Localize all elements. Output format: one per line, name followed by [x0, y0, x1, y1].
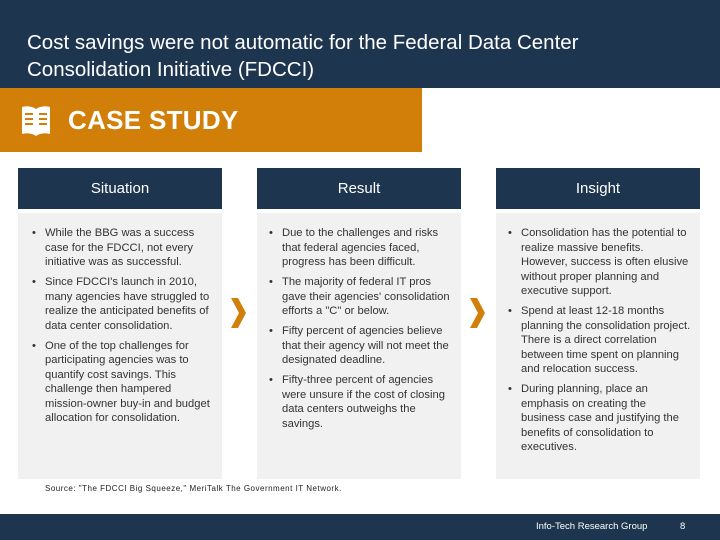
list-item: The majority of federal IT pros gave the… — [269, 275, 455, 319]
case-study-label: CASE STUDY — [68, 105, 239, 135]
situation-header: Situation — [18, 168, 222, 209]
footer-organization: Info-Tech Research Group — [536, 521, 648, 532]
chevron-right-icon — [470, 298, 485, 328]
slide-title: Cost savings were not automatic for the … — [27, 31, 579, 81]
source-note: Source: "The FDCCI Big Squeeze," MeriTal… — [45, 484, 342, 493]
chevron-right-icon — [231, 298, 246, 328]
insight-list: Consolidation has the potential to reali… — [508, 226, 692, 460]
situation-heading: Situation — [90, 180, 150, 197]
result-heading: Result — [337, 180, 381, 197]
situation-list: While the BBG was a success case for the… — [32, 226, 216, 431]
list-item: Spend at least 12-18 months planning the… — [508, 304, 692, 377]
list-item: Consolidation has the potential to reali… — [508, 226, 692, 299]
list-item: Fifty-three percent of agencies were uns… — [269, 373, 455, 431]
list-item: Due to the challenges and risks that fed… — [269, 226, 455, 270]
list-item: During planning, place an emphasis on cr… — [508, 382, 692, 455]
book-icon — [22, 106, 50, 136]
case-study-banner — [0, 88, 422, 152]
list-item: One of the top challenges for participat… — [32, 339, 216, 426]
title-bar: Cost savings were not automatic for the … — [0, 0, 720, 88]
result-header: Result — [257, 168, 461, 209]
page-number: 8 — [680, 521, 686, 532]
list-item: Fifty percent of agencies believe that t… — [269, 324, 455, 368]
list-item: Since FDCCI's launch in 2010, many agenc… — [32, 275, 216, 333]
insight-heading: Insight — [575, 180, 621, 197]
footer-bar — [0, 514, 720, 540]
list-item: While the BBG was a success case for the… — [32, 226, 216, 270]
insight-header: Insight — [496, 168, 700, 209]
result-list: Due to the challenges and risks that fed… — [269, 226, 455, 437]
